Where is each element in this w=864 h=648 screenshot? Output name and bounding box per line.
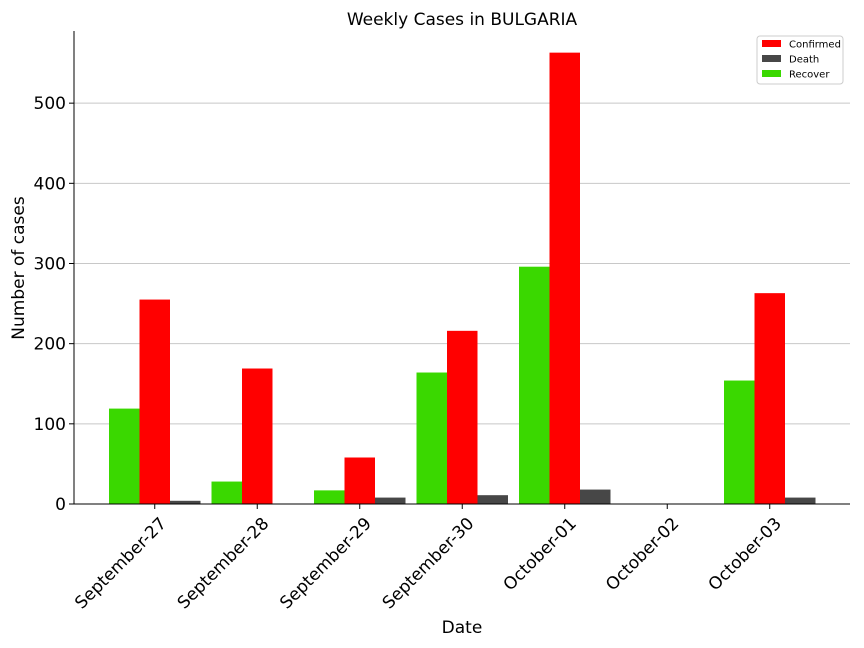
bar-confirmed [447, 330, 478, 504]
x-tick-label: October-02 [602, 514, 683, 595]
bar-confirmed [242, 368, 273, 504]
bar-confirmed [754, 293, 785, 504]
bar-death [477, 495, 508, 504]
bar-death [375, 497, 406, 504]
bar-recover [724, 380, 755, 504]
y-tick-label: 100 [34, 415, 66, 435]
grid-lines [74, 102, 850, 425]
x-tick-label: September-29 [276, 514, 375, 613]
legend-label: Death [789, 55, 819, 66]
bar-recover [109, 408, 140, 504]
x-tick-label: October-03 [705, 514, 786, 595]
bar-confirmed [344, 457, 375, 504]
y-tick-label: 300 [34, 254, 66, 274]
y-tick-label: 400 [34, 174, 66, 194]
bar-death [170, 500, 201, 504]
bar-death [580, 489, 611, 504]
x-tick-label: September-27 [71, 514, 170, 613]
x-tick-label: September-30 [379, 514, 478, 613]
legend-swatch [762, 55, 781, 62]
bar-recover [519, 266, 550, 504]
y-tick-label: 0 [55, 495, 66, 515]
y-axis-label: Number of cases [9, 196, 29, 340]
bar-recover [416, 372, 447, 504]
legend-swatch [762, 70, 781, 77]
chart-title: Weekly Cases in BULGARIA [347, 10, 578, 30]
x-tick-label: September-28 [174, 514, 273, 613]
legend-label: Confirmed [789, 40, 841, 51]
y-ticks: 0 100 200 300 400 500 [34, 94, 74, 515]
legend-label: Recover [789, 70, 830, 81]
bars [109, 52, 816, 505]
bar-confirmed [139, 299, 170, 504]
bar-recover [211, 481, 242, 504]
bar-death [785, 497, 816, 504]
legend-swatch [762, 40, 781, 47]
x-ticks: September-27 September-28 September-29 Sept… [71, 504, 786, 613]
y-tick-label: 200 [34, 335, 66, 355]
bar-recover [314, 490, 345, 504]
x-axis-label: Date [442, 618, 483, 638]
legend: Confirmed Death Recover [756, 35, 844, 85]
bar-confirmed [549, 52, 580, 505]
x-tick-label: October-01 [500, 514, 581, 595]
y-tick-label: 500 [34, 94, 66, 114]
